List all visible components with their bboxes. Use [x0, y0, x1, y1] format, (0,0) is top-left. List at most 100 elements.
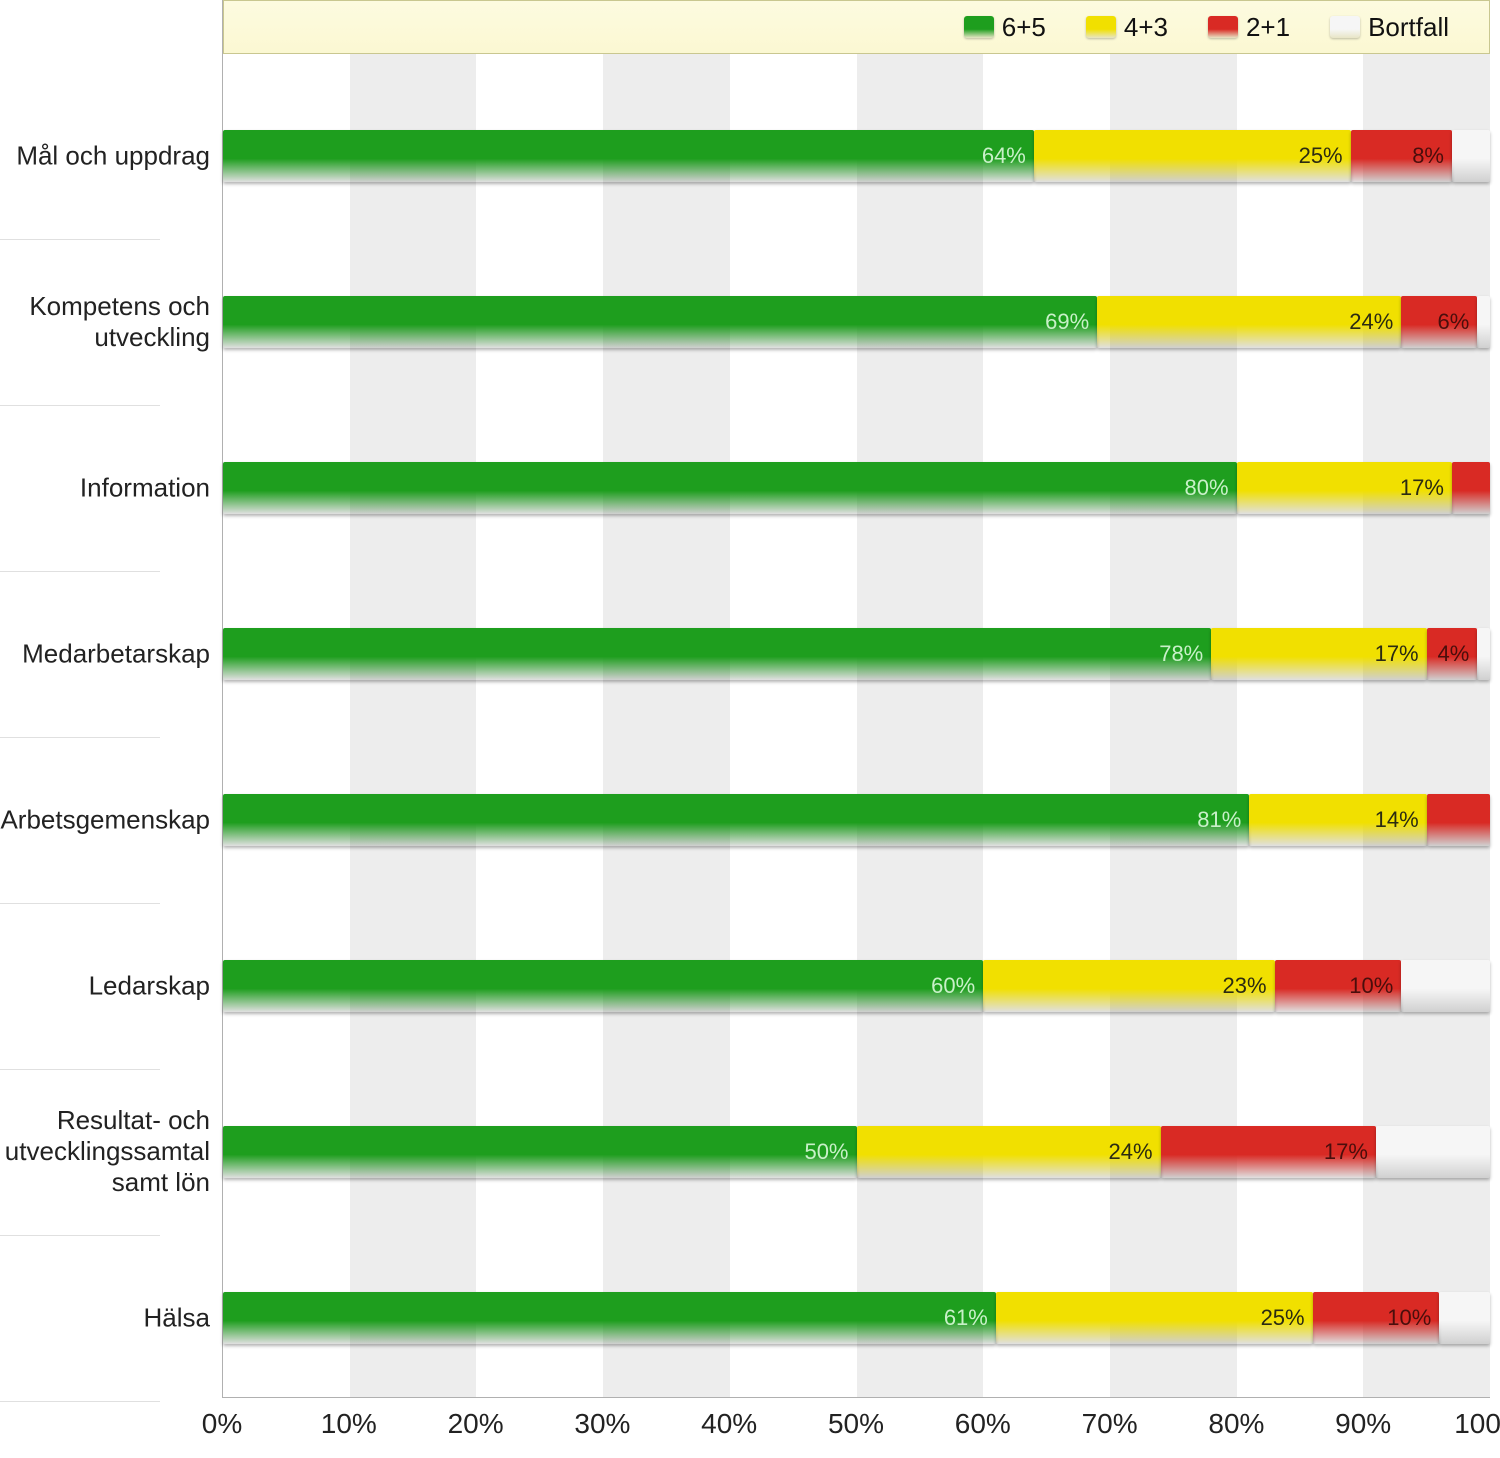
bar-segment-green: 64% — [223, 130, 1034, 182]
bar-segment-red: 17% — [1161, 1126, 1376, 1178]
bars-region: 64% 25% 8% 69% 24% 6% 80% 17% 78% 17% 4% 81% 14% 60% 2… — [223, 60, 1490, 1397]
bar-segment-red: 6% — [1401, 296, 1477, 348]
legend-item: 2+1 — [1208, 12, 1290, 43]
bar-segment-grey — [1452, 130, 1490, 182]
bar-segment-red: 4% — [1427, 628, 1478, 680]
x-tick-label: 80% — [1208, 1408, 1264, 1440]
bar-row: 64% 25% 8% — [223, 130, 1490, 182]
segment-value-label: 17% — [1375, 641, 1419, 667]
legend-label: 4+3 — [1124, 12, 1168, 43]
category-divider — [0, 1069, 160, 1070]
x-tick-label: 20% — [448, 1408, 504, 1440]
x-tick-label: 10% — [321, 1408, 377, 1440]
bar-segment-grey — [1401, 960, 1490, 1012]
legend-item: Bortfall — [1330, 12, 1449, 43]
segment-value-label: 10% — [1349, 973, 1393, 999]
x-tick-label: 50% — [828, 1408, 884, 1440]
segment-value-label: 81% — [1197, 807, 1241, 833]
segment-value-label: 23% — [1223, 973, 1267, 999]
segment-value-label: 17% — [1400, 475, 1444, 501]
category-divider — [0, 571, 160, 572]
bar-segment-grey — [1376, 1126, 1490, 1178]
segment-value-label: 64% — [982, 143, 1026, 169]
legend-swatch — [1086, 16, 1116, 38]
segment-value-label: 25% — [1261, 1305, 1305, 1331]
bar-segment-yellow: 25% — [996, 1292, 1313, 1344]
bar-segment-green: 69% — [223, 296, 1097, 348]
bar-segment-green: 80% — [223, 462, 1237, 514]
bar-segment-red — [1427, 794, 1490, 846]
legend: 6+5 4+3 2+1 Bortfall — [223, 0, 1490, 54]
category-divider — [0, 903, 160, 904]
segment-value-label: 6% — [1438, 309, 1470, 335]
x-tick-label: 60% — [955, 1408, 1011, 1440]
plot-area: 6+5 4+3 2+1 Bortfall 64% 25% 8% 69% 24% 6% 80% 17%… — [222, 0, 1490, 1398]
segment-value-label: 60% — [931, 973, 975, 999]
category-label: Arbetsgemenskap — [0, 804, 210, 835]
x-tick-label: 30% — [574, 1408, 630, 1440]
segment-value-label: 61% — [944, 1305, 988, 1331]
bortfall-outside-label: 10% — [1490, 1126, 1500, 1178]
legend-item: 6+5 — [964, 12, 1046, 43]
x-tick-label: 100% — [1454, 1408, 1500, 1440]
bar-segment-yellow: 25% — [1034, 130, 1351, 182]
legend-swatch — [964, 16, 994, 38]
x-tick-label: 40% — [701, 1408, 757, 1440]
bortfall-outside-label: 7% — [1490, 960, 1500, 1012]
category-label: Mål och uppdrag — [0, 140, 210, 171]
bar-segment-green: 50% — [223, 1126, 857, 1178]
segment-value-label: 14% — [1375, 807, 1419, 833]
category-label: Resultat- och utvecklingssamtal samt lön — [0, 1105, 210, 1199]
bar-segment-red: 8% — [1351, 130, 1452, 182]
bar-segment-yellow: 24% — [1097, 296, 1401, 348]
bar-segment-red: 10% — [1275, 960, 1402, 1012]
bar-segment-grey — [1477, 296, 1490, 348]
legend-label: Bortfall — [1368, 12, 1449, 43]
segment-value-label: 80% — [1185, 475, 1229, 501]
legend-swatch — [1330, 16, 1360, 38]
x-axis: 0%10%20%30%40%50%60%70%80%90%100% — [222, 1398, 1490, 1458]
segment-value-label: 8% — [1412, 143, 1444, 169]
segment-value-label: 50% — [804, 1139, 848, 1165]
category-divider — [0, 737, 160, 738]
bar-row: 78% 17% 4% — [223, 628, 1490, 680]
legend-item: 4+3 — [1086, 12, 1168, 43]
x-tick-label: 70% — [1082, 1408, 1138, 1440]
legend-label: 6+5 — [1002, 12, 1046, 43]
segment-value-label: 78% — [1159, 641, 1203, 667]
segment-value-label: 4% — [1438, 641, 1470, 667]
bar-segment-yellow: 23% — [983, 960, 1274, 1012]
segment-value-label: 17% — [1324, 1139, 1368, 1165]
category-divider — [0, 405, 160, 406]
bar-segment-green: 81% — [223, 794, 1249, 846]
bar-segment-red — [1452, 462, 1490, 514]
bar-segment-green: 60% — [223, 960, 983, 1012]
legend-label: 2+1 — [1246, 12, 1290, 43]
legend-swatch — [1208, 16, 1238, 38]
bar-row: 80% 17% — [223, 462, 1490, 514]
chart-wrapper: Mål och uppdrag Kompetens och utveckling I… — [0, 0, 1500, 1458]
bar-row: 50%24%17%10% — [223, 1126, 1490, 1178]
bar-row: 60%23%10%7% — [223, 960, 1490, 1012]
segment-value-label: 24% — [1349, 309, 1393, 335]
category-label: Medarbetarskap — [0, 638, 210, 669]
bar-segment-yellow: 17% — [1237, 462, 1452, 514]
category-label: Kompetens och utveckling — [0, 291, 210, 353]
bar-segment-yellow: 24% — [857, 1126, 1161, 1178]
bar-segment-red: 10% — [1313, 1292, 1440, 1344]
category-label-column: Mål och uppdrag Kompetens och utveckling I… — [0, 60, 220, 1398]
bar-row: 69% 24% 6% — [223, 296, 1490, 348]
bar-segment-grey — [1439, 1292, 1490, 1344]
x-tick-label: 0% — [202, 1408, 242, 1440]
category-divider — [0, 1235, 160, 1236]
bar-segment-yellow: 17% — [1211, 628, 1426, 680]
category-label: Information — [0, 472, 210, 503]
category-label: Hälsa — [0, 1302, 210, 1333]
segment-value-label: 69% — [1045, 309, 1089, 335]
bar-segment-green: 78% — [223, 628, 1211, 680]
category-divider — [0, 1401, 160, 1402]
x-tick-label: 90% — [1335, 1408, 1391, 1440]
bar-segment-yellow: 14% — [1249, 794, 1426, 846]
segment-value-label: 25% — [1299, 143, 1343, 169]
category-divider — [0, 239, 160, 240]
